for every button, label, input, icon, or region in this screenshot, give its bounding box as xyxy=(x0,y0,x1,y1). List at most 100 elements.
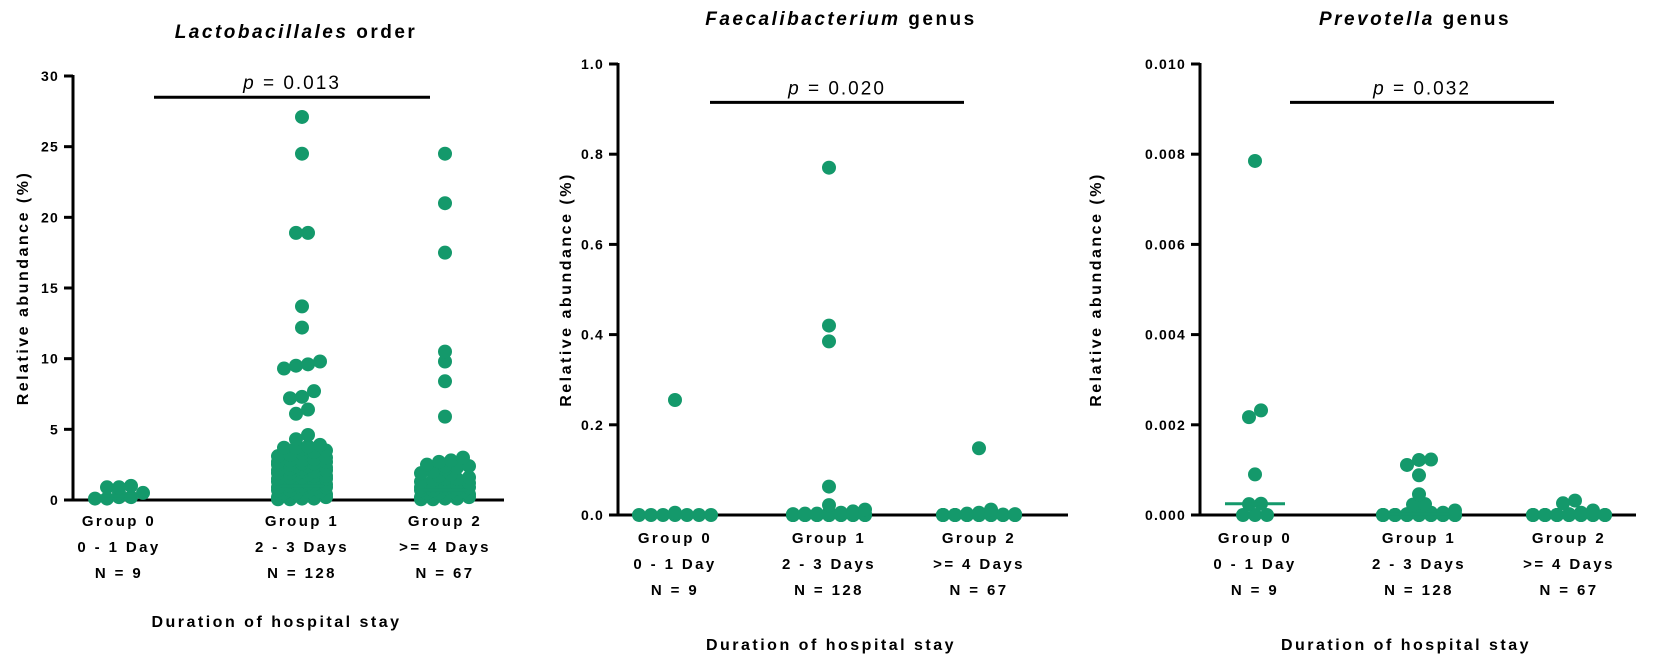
y-tick-label: 0.010 xyxy=(1145,56,1186,72)
chart-title-italic: Prevotella xyxy=(1319,9,1435,30)
data-point xyxy=(295,320,309,335)
x-axis-label: Duration of hospital stay xyxy=(1281,637,1531,654)
p-value-text: = 0.013 xyxy=(256,73,341,94)
data-point xyxy=(444,453,458,468)
data-point xyxy=(438,344,452,359)
data-point xyxy=(136,485,150,500)
y-tick-label: 15 xyxy=(41,280,59,296)
x-category-label-n: N = 128 xyxy=(1384,582,1454,599)
data-point xyxy=(1400,457,1414,472)
x-category-label-n: N = 67 xyxy=(949,582,1008,599)
data-point xyxy=(822,160,836,175)
x-category-label-name: Group 0 xyxy=(638,530,712,547)
data-point xyxy=(124,478,138,493)
x-category-label-n: N = 9 xyxy=(95,565,143,582)
data-point xyxy=(1236,508,1250,522)
data-point xyxy=(301,427,315,442)
data-point xyxy=(668,505,682,520)
y-tick-label: 0.000 xyxy=(1145,507,1186,523)
data-point xyxy=(822,334,836,349)
data-point xyxy=(1376,508,1390,522)
data-point xyxy=(1254,403,1268,418)
data-point xyxy=(984,502,998,517)
x-category-label-range: 0 - 1 Day xyxy=(633,556,716,573)
y-tick-label: 0.2 xyxy=(581,417,604,433)
data-point xyxy=(277,361,291,376)
x-category-label-name: Group 0 xyxy=(82,513,156,530)
data-point xyxy=(1448,503,1462,518)
data-point xyxy=(438,409,452,424)
data-point xyxy=(289,432,303,447)
p-value-label: p = 0.032 xyxy=(1372,78,1471,99)
data-point xyxy=(295,299,309,314)
chart-title-rest: genus xyxy=(1435,9,1511,30)
data-point xyxy=(1248,508,1262,522)
data-point xyxy=(438,374,452,389)
x-category-label-range: >= 4 Days xyxy=(1523,556,1615,573)
x-category-label-name: Group 2 xyxy=(1532,530,1606,547)
data-point xyxy=(420,457,434,472)
data-point xyxy=(1574,505,1588,520)
data-point xyxy=(834,505,848,520)
y-tick-label: 0.002 xyxy=(1145,417,1186,433)
x-category-label-n: N = 128 xyxy=(794,582,864,599)
p-value-text: = 0.032 xyxy=(1386,78,1471,99)
data-point xyxy=(1260,508,1274,522)
data-point xyxy=(438,354,452,369)
x-category-label-range: 0 - 1 Day xyxy=(1213,556,1296,573)
chart-title-italic: Faecalibacterium xyxy=(705,9,900,30)
chart-title: Faecalibacterium genus xyxy=(705,9,976,30)
p-value-label: p = 0.020 xyxy=(787,78,886,99)
x-category-label-name: Group 1 xyxy=(265,513,339,530)
chart-title: Prevotella genus xyxy=(1319,9,1511,30)
data-point xyxy=(1424,452,1438,467)
data-point xyxy=(289,358,303,373)
y-tick-label: 0.8 xyxy=(581,146,604,162)
y-tick-label: 20 xyxy=(41,209,59,225)
data-point xyxy=(1412,487,1426,502)
p-value-text: = 0.020 xyxy=(801,78,886,99)
p-symbol: p xyxy=(242,73,256,94)
data-point xyxy=(668,392,682,407)
data-point xyxy=(438,146,452,161)
data-point xyxy=(313,437,327,452)
data-point xyxy=(822,318,836,333)
data-point xyxy=(432,454,446,469)
y-axis-label: Relative abundance (%) xyxy=(1088,172,1105,407)
chart-title-rest: order xyxy=(348,22,417,43)
x-category-label-range: 2 - 3 Days xyxy=(782,556,876,573)
data-point xyxy=(1526,508,1540,522)
data-point xyxy=(301,402,315,417)
data-point xyxy=(313,354,327,369)
chart-panel-1: Lactobacillales order 0 5 10 15 20 25 30 Relativ… xyxy=(15,22,504,631)
data-point xyxy=(462,470,476,485)
data-point xyxy=(1248,467,1262,482)
y-tick-label: 0.004 xyxy=(1145,327,1186,343)
data-point xyxy=(88,491,102,506)
x-category-label-range: 2 - 3 Days xyxy=(1372,556,1466,573)
data-point xyxy=(1248,153,1262,168)
data-point xyxy=(295,389,309,404)
data-point xyxy=(1406,497,1420,512)
data-point xyxy=(972,505,986,520)
y-tick-label: 10 xyxy=(41,351,59,367)
x-axis-label: Duration of hospital stay xyxy=(151,614,401,631)
data-point xyxy=(277,440,291,455)
y-tick-label: 30 xyxy=(41,68,59,84)
x-category-label-name: Group 0 xyxy=(1218,530,1292,547)
data-point xyxy=(289,406,303,421)
data-point xyxy=(112,480,126,495)
y-tick-label: 5 xyxy=(50,421,59,437)
p-symbol: p xyxy=(787,78,801,99)
data-point xyxy=(1412,452,1426,467)
y-tick-label: 0.4 xyxy=(581,327,604,343)
x-category-label-n: N = 9 xyxy=(651,582,699,599)
x-category-label-n: N = 67 xyxy=(415,565,474,582)
y-axis-label: Relative abundance (%) xyxy=(15,171,32,406)
x-category-label-n: N = 67 xyxy=(1539,582,1598,599)
y-tick-label: 0.6 xyxy=(581,236,604,252)
chart-panel-2: Faecalibacterium genus 0.0 0.2 0.4 0.6 0.8 1.0… xyxy=(558,9,1068,654)
data-point xyxy=(1242,410,1256,425)
y-tick-label: 25 xyxy=(41,139,59,155)
